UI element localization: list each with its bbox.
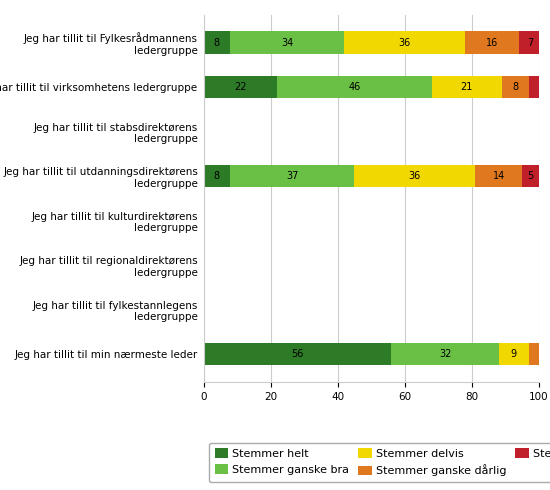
Bar xyxy=(522,165,539,187)
Text: 5: 5 xyxy=(527,171,533,181)
Bar xyxy=(519,31,542,54)
Bar xyxy=(204,76,277,98)
Bar xyxy=(529,343,539,366)
Text: 32: 32 xyxy=(439,349,451,359)
Bar xyxy=(344,31,465,54)
Text: 56: 56 xyxy=(292,349,304,359)
Text: 8: 8 xyxy=(214,38,220,48)
Bar xyxy=(465,31,519,54)
Text: 14: 14 xyxy=(493,171,505,181)
Bar xyxy=(432,76,502,98)
Text: 22: 22 xyxy=(234,82,246,92)
Bar xyxy=(502,76,529,98)
Bar xyxy=(529,76,542,98)
Text: 46: 46 xyxy=(348,82,361,92)
Text: 36: 36 xyxy=(399,38,411,48)
Legend: Stemmer helt, Stemmer ganske bra, Stemmer delvis, Stemmer ganske dårlig, Stemmer: Stemmer helt, Stemmer ganske bra, Stemme… xyxy=(209,443,550,482)
Bar xyxy=(475,165,522,187)
Bar xyxy=(499,343,529,366)
Text: 16: 16 xyxy=(486,38,498,48)
Bar xyxy=(230,165,355,187)
Text: 8: 8 xyxy=(513,82,519,92)
Text: 36: 36 xyxy=(409,171,421,181)
Text: 37: 37 xyxy=(286,171,299,181)
Text: 34: 34 xyxy=(281,38,294,48)
Text: 8: 8 xyxy=(214,171,220,181)
Bar xyxy=(204,343,392,366)
Text: 21: 21 xyxy=(461,82,473,92)
Text: 7: 7 xyxy=(527,38,533,48)
Bar xyxy=(204,31,230,54)
Bar xyxy=(355,165,475,187)
Text: 9: 9 xyxy=(511,349,517,359)
Bar xyxy=(392,343,499,366)
Bar xyxy=(277,76,432,98)
Bar xyxy=(204,165,230,187)
Bar xyxy=(230,31,344,54)
